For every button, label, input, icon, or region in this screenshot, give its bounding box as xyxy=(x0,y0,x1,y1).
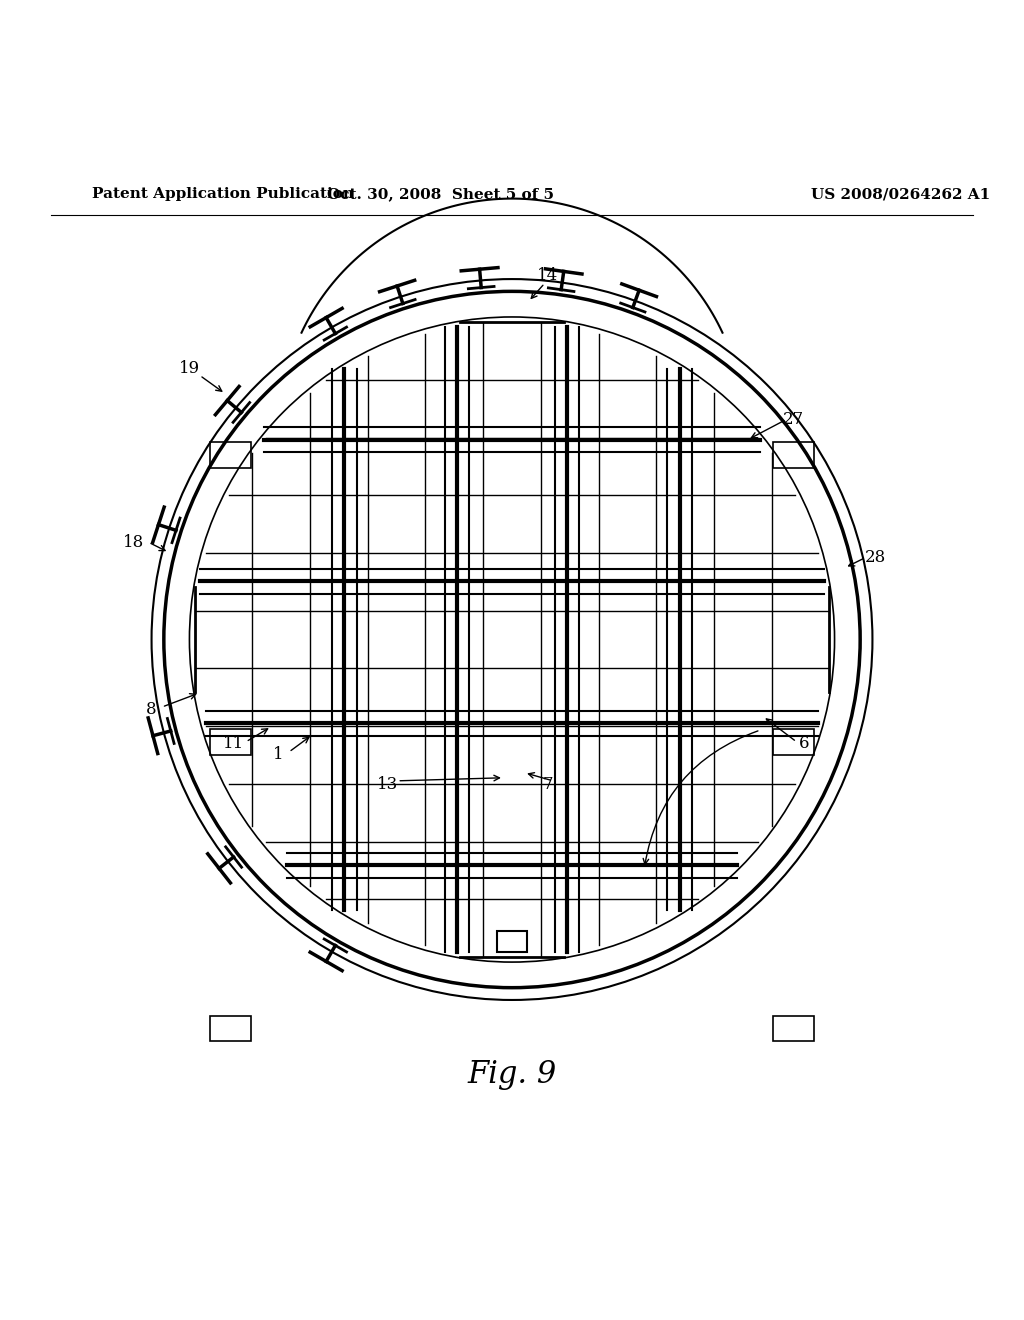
Text: 14: 14 xyxy=(538,268,558,285)
Text: 7: 7 xyxy=(543,776,553,793)
Text: US 2008/0264262 A1: US 2008/0264262 A1 xyxy=(811,187,991,201)
Bar xyxy=(210,442,251,469)
Bar xyxy=(773,729,814,755)
Text: Oct. 30, 2008  Sheet 5 of 5: Oct. 30, 2008 Sheet 5 of 5 xyxy=(327,187,554,201)
Text: 13: 13 xyxy=(377,776,397,793)
Text: 6: 6 xyxy=(799,735,809,752)
Text: 28: 28 xyxy=(865,549,886,566)
Bar xyxy=(210,1016,251,1041)
Bar xyxy=(773,1016,814,1041)
Text: 1: 1 xyxy=(273,746,284,763)
Bar xyxy=(497,932,527,952)
Text: 11: 11 xyxy=(223,735,244,752)
Text: Fig. 9: Fig. 9 xyxy=(467,1059,557,1090)
Text: Patent Application Publication: Patent Application Publication xyxy=(92,187,354,201)
Text: 8: 8 xyxy=(146,701,157,718)
Text: 19: 19 xyxy=(179,359,200,376)
Text: 18: 18 xyxy=(123,533,143,550)
Bar xyxy=(773,442,814,469)
Text: 27: 27 xyxy=(783,411,804,428)
Bar xyxy=(210,729,251,755)
